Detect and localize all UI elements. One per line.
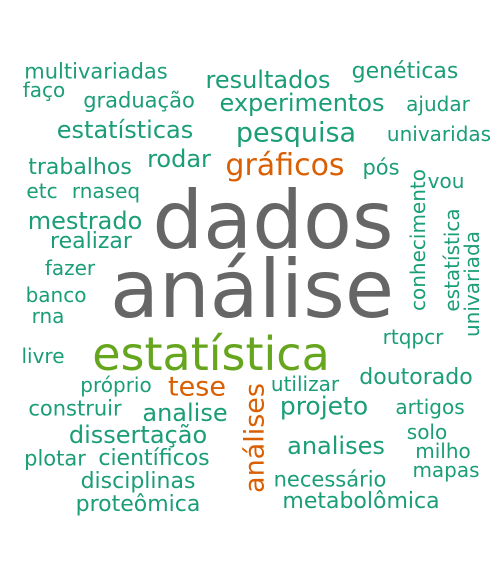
word-5: experimentos xyxy=(219,89,385,117)
word-32: análises xyxy=(239,383,271,493)
word-26: univariada xyxy=(460,231,484,337)
word-28: livre xyxy=(21,344,65,368)
word-17: dados xyxy=(152,174,394,267)
word-10: trabalhos xyxy=(28,155,132,180)
word-33: utilizar xyxy=(270,372,340,396)
word-30: próprio xyxy=(80,373,152,397)
word-13: pós xyxy=(362,155,400,180)
word-16: rnaseq xyxy=(71,179,141,203)
word-7: estatísticas xyxy=(56,116,194,144)
word-35: construir xyxy=(28,396,122,421)
word-19: realizar xyxy=(50,229,132,254)
word-38: artigos xyxy=(395,395,465,419)
word-48: proteômica xyxy=(75,492,201,517)
word-27: rtqpcr xyxy=(382,325,444,349)
word-8: pesquisa xyxy=(235,117,357,149)
word-46: disciplinas xyxy=(80,469,196,494)
word-36: analise xyxy=(142,399,228,427)
word-22: banco xyxy=(25,283,87,307)
word-24: conhecimento xyxy=(406,169,430,311)
word-37: projeto xyxy=(279,391,369,421)
word-25: estatística xyxy=(440,208,464,312)
word-4: graduação xyxy=(83,88,195,113)
word-34: doutorado xyxy=(359,365,473,390)
word-29: estatística xyxy=(92,327,330,381)
word-12: gráficos xyxy=(225,148,345,183)
word-6: ajudar xyxy=(406,92,470,116)
word-49: metabolômica xyxy=(282,489,440,514)
word-0: multivariadas xyxy=(24,59,168,84)
word-15: etc xyxy=(26,179,58,203)
word-21: análise xyxy=(109,243,395,336)
word-14: vou xyxy=(427,169,465,193)
word-18: mestrado xyxy=(27,207,143,235)
word-9: univaridas xyxy=(386,122,492,146)
word-31: tese xyxy=(168,371,226,403)
word-43: científicos xyxy=(98,446,210,471)
word-20: fazer xyxy=(44,256,96,280)
word-41: solo xyxy=(406,420,448,444)
word-11: rodar xyxy=(147,145,211,173)
word-39: dissertação xyxy=(68,421,208,449)
word-40: analises xyxy=(287,432,385,460)
word-47: necessário xyxy=(273,467,387,492)
word-44: milho xyxy=(415,439,471,463)
word-3: genéticas xyxy=(351,59,459,84)
word-45: mapas xyxy=(412,458,480,482)
word-42: plotar xyxy=(24,446,86,471)
word-2: resultados xyxy=(205,66,331,94)
word-1: faço xyxy=(22,78,66,102)
word-23: rna xyxy=(31,304,65,328)
